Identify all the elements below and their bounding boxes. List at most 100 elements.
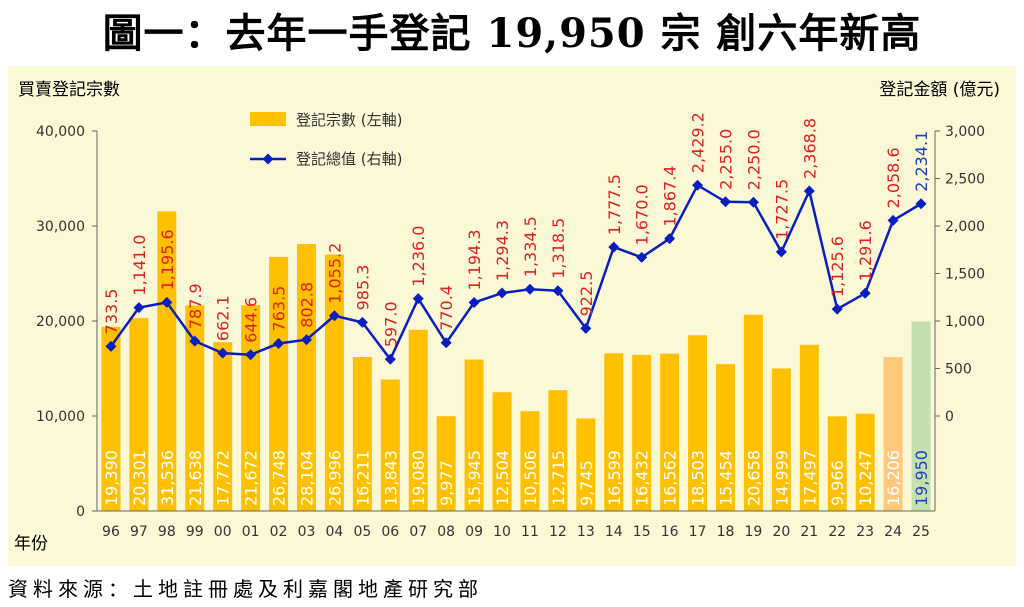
bar (129, 318, 149, 511)
line-point (664, 233, 676, 245)
bar-value-label: 19,390 (102, 450, 121, 506)
line-point (356, 316, 368, 328)
x-tick-label: 24 (884, 524, 902, 540)
line-value-label: 1,055.2 (325, 243, 344, 304)
line-point (217, 347, 229, 359)
line-value-label: 802.8 (298, 282, 317, 328)
bar-value-label: 12,504 (493, 450, 512, 506)
line-point (189, 335, 201, 347)
bar-value-label: 21,672 (242, 450, 261, 506)
y-axis-title: 買賣登記宗數 (18, 80, 120, 100)
line-point (301, 334, 312, 346)
line-point (831, 303, 843, 315)
x-tick-label: 16 (661, 524, 679, 540)
bar (408, 329, 428, 511)
bar-value-label: 12,715 (549, 450, 568, 506)
bar-value-label: 10,506 (521, 450, 540, 506)
bar-value-label: 16,211 (353, 450, 372, 506)
line-value-label: 1,318.5 (549, 218, 568, 279)
bars-layer: 19,390 20,301 31,536 21,638 17,772 21,672 26,7… (101, 211, 931, 511)
line-value-label: 1,334.5 (521, 216, 540, 277)
x-tick-label: 22 (828, 524, 846, 540)
x-tick-label: 00 (214, 524, 232, 540)
chart-title: 圖一：去年一手登記 19,950 宗 創六年新高 (102, 10, 922, 57)
line-point (552, 285, 564, 297)
y-tick-label: 0 (76, 504, 85, 520)
bar-value-label: 19,950 (912, 450, 931, 506)
x-tick-label: 05 (353, 524, 371, 540)
y2-axis-title: 登記金額 (億元) (879, 80, 1000, 100)
line-point (412, 293, 424, 305)
x-tick-label: 20 (772, 524, 790, 540)
line-point (580, 322, 592, 334)
line-value-label: 2,234.1 (912, 131, 931, 192)
line-point (636, 251, 648, 263)
x-tick-label: 08 (437, 524, 455, 540)
legend: 登記宗數 (左軸) 登記總值 (右軸) (250, 111, 402, 168)
x-tick-label: 23 (856, 524, 874, 540)
line-value-label: 644.6 (242, 297, 261, 343)
line-value-label: 1,294.3 (493, 220, 512, 281)
bar (604, 353, 624, 511)
x-tick-label: 14 (605, 524, 623, 540)
x-tick-label: 96 (102, 524, 120, 540)
line-point (245, 349, 257, 361)
line-layer: 733.5 1,141.0 1,195.6 787.9 662.1 644.6 763.5 8… (102, 112, 931, 365)
line-value-label: 2,255.0 (717, 129, 736, 190)
bar (576, 418, 596, 511)
bar (241, 305, 261, 511)
legend-bar-label: 登記宗數 (左軸) (296, 111, 402, 129)
bar (520, 411, 540, 511)
line-point (915, 198, 927, 210)
bar (799, 344, 819, 511)
bar-value-label: 31,536 (158, 450, 177, 506)
line-value-label: 2,058.6 (884, 147, 903, 208)
bar-value-label: 28,104 (298, 450, 317, 506)
bar (632, 354, 652, 511)
line-point (524, 283, 536, 295)
line-point (468, 297, 480, 309)
bar-value-label: 16,432 (633, 450, 652, 506)
bar (716, 364, 735, 511)
bar-value-label: 26,748 (270, 450, 289, 506)
x-tick-label: 18 (717, 524, 735, 540)
y2-tick-label: 2,500 (945, 172, 985, 188)
y-tick-label: 10,000 (36, 409, 85, 425)
bar (743, 314, 763, 511)
line-value-label: 1,777.5 (605, 174, 624, 235)
bar (464, 359, 484, 511)
line-point (608, 241, 620, 253)
line-value-label: 2,429.2 (689, 112, 708, 173)
x-tick-label: 17 (689, 524, 707, 540)
x-tick-label: 01 (242, 524, 260, 540)
x-tick-label: 10 (493, 524, 511, 540)
axes-layer: 買賣登記宗數 登記金額 (億元) 年份 0 10,000 20,000 30,000 4… (14, 80, 1000, 554)
x-tick-label: 07 (409, 524, 427, 540)
line-point (440, 337, 452, 349)
bar-value-label: 17,772 (214, 450, 233, 506)
x-tick-label: 09 (465, 524, 483, 540)
bar (269, 256, 289, 511)
bar-value-label: 15,454 (717, 450, 736, 506)
bar-value-label: 10,247 (856, 450, 875, 506)
x-tick-label: 15 (633, 524, 651, 540)
line-value-label: 733.5 (102, 289, 121, 335)
y2-tick-label: 1,500 (945, 267, 985, 283)
x-tick-label: 25 (912, 524, 930, 540)
y2-tick-label: 1,000 (945, 314, 985, 330)
line-value-label: 597.0 (381, 301, 400, 347)
x-axis-title: 年份 (14, 534, 48, 554)
x-tick-label: 98 (158, 524, 176, 540)
line-point (775, 246, 787, 258)
x-tick-label: 97 (130, 524, 148, 540)
bar (352, 356, 372, 511)
line-point (328, 310, 340, 322)
bar-value-label: 15,945 (465, 450, 484, 506)
x-tick-label: 99 (186, 524, 204, 540)
bar (492, 392, 512, 511)
line-value-label: 1,727.5 (772, 179, 791, 240)
bar (883, 357, 903, 511)
x-tick-label: 06 (381, 524, 399, 540)
line-point (803, 185, 815, 197)
